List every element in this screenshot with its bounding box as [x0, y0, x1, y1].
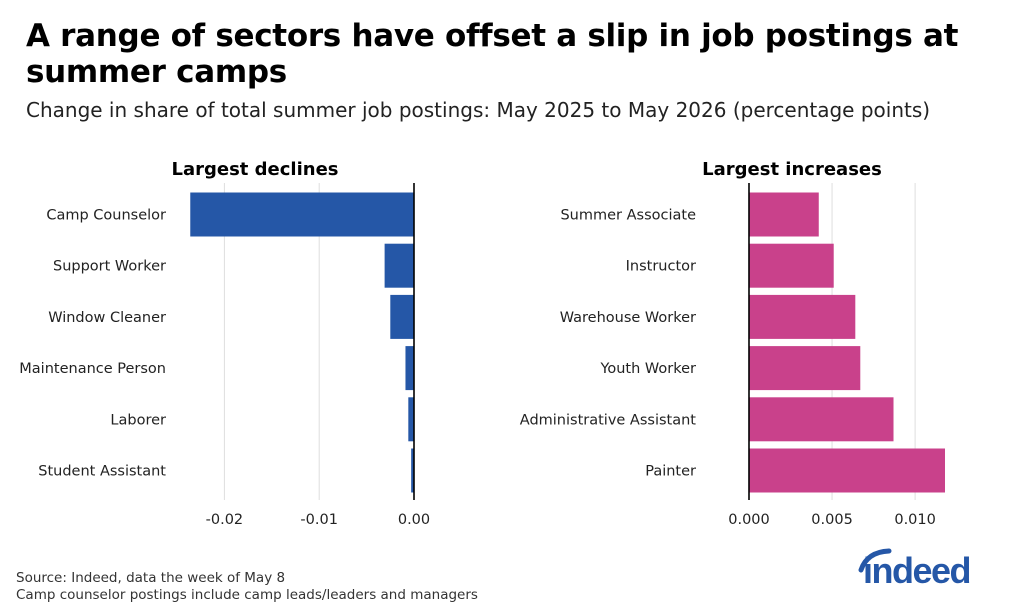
category-label: Administrative Assistant [520, 412, 697, 428]
category-label: Summer Associate [560, 208, 696, 224]
x-tick-label: 0.000 [728, 512, 770, 528]
category-label: Warehouse Worker [560, 310, 696, 326]
category-label: Window Cleaner [48, 310, 166, 326]
bar [749, 192, 819, 237]
bar [411, 448, 414, 493]
bar [190, 192, 414, 237]
category-label: Camp Counselor [46, 208, 166, 224]
panel-title: Largest increases [702, 159, 882, 180]
bar [749, 397, 894, 442]
x-tick-label: -0.02 [206, 512, 244, 528]
category-label: Instructor [626, 259, 696, 275]
bar [405, 346, 414, 391]
bar [749, 448, 945, 493]
logo-arc-icon [858, 548, 892, 573]
category-label: Youth Worker [599, 361, 696, 377]
bar [408, 397, 414, 442]
bar [749, 243, 834, 288]
bar [390, 294, 414, 339]
chart-subtitle: Change in share of total summer job post… [26, 98, 931, 122]
panel-title: Largest declines [171, 159, 338, 180]
category-label: Student Assistant [38, 464, 166, 480]
x-tick-label: 0.010 [894, 512, 936, 528]
category-label: Maintenance Person [19, 361, 166, 377]
x-tick-label: 0.00 [398, 512, 430, 528]
category-label: Painter [645, 464, 696, 480]
bar [749, 294, 856, 339]
bar [749, 346, 861, 391]
footnote: Camp counselor postings include camp lea… [16, 587, 478, 603]
logo-wordmark: indeed [863, 550, 970, 590]
indeed-logo: indeed [858, 548, 972, 590]
bar [384, 243, 414, 288]
category-label: Laborer [110, 412, 166, 428]
chart-title: A range of sectors have offset a slip in… [26, 18, 959, 90]
x-tick-label: 0.005 [811, 512, 853, 528]
category-label: Support Worker [53, 259, 166, 275]
x-tick-label: -0.01 [300, 512, 338, 528]
source-note: Source: Indeed, data the week of May 8 [16, 570, 286, 586]
